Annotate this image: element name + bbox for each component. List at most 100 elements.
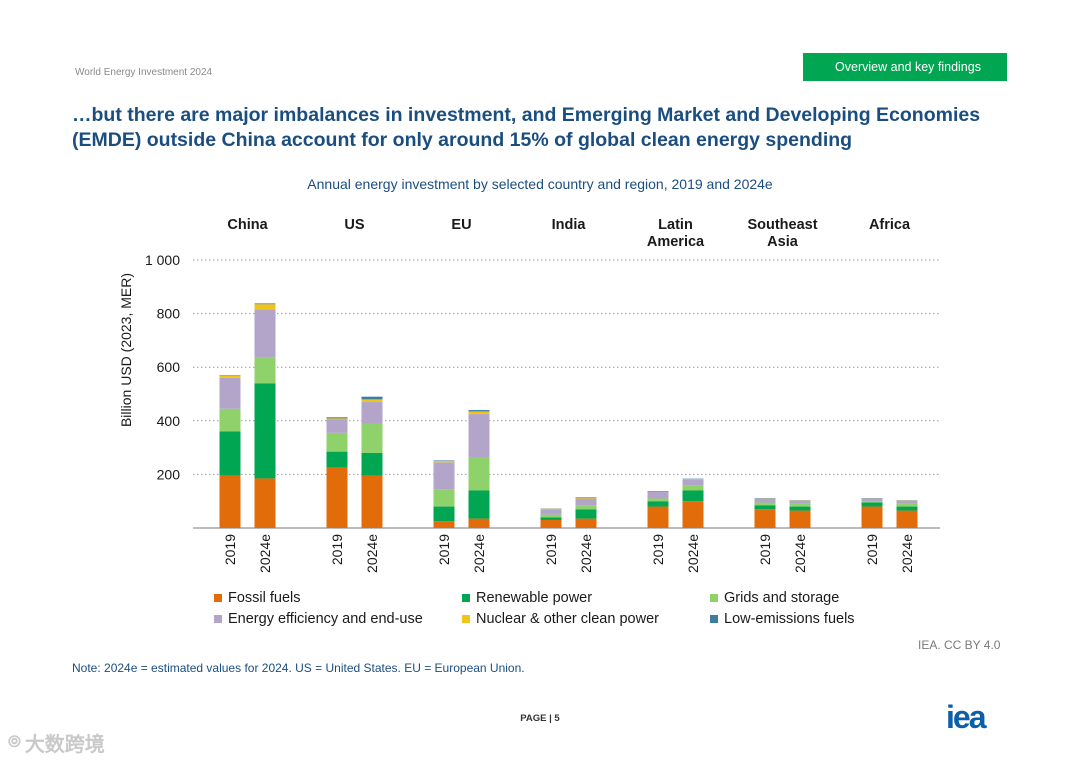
bar-segment <box>219 431 241 476</box>
y-tick-label: 1 000 <box>145 252 180 268</box>
legend-item: Nuclear & other clean power <box>462 611 659 627</box>
x-tick-label: 2019 <box>864 534 880 565</box>
bar-segment <box>540 514 562 518</box>
bar-segment <box>682 478 704 480</box>
iea-logo: iea <box>946 702 989 732</box>
bar-segment <box>896 500 918 504</box>
page-number: PAGE | 5 <box>520 713 560 724</box>
group-label: Africa <box>869 217 911 233</box>
watermark: ⦾ 大数跨境 <box>8 728 105 757</box>
bar-segment <box>254 304 276 310</box>
chart-title: Annual energy investment by selected cou… <box>307 176 773 192</box>
bar-segment <box>468 456 490 491</box>
bar-segment <box>861 498 883 502</box>
bar-segment <box>575 497 597 498</box>
legend-label: Low-emissions fuels <box>724 611 855 627</box>
bar-segment <box>861 501 883 503</box>
bar-segment <box>326 467 348 528</box>
stacked-bar-chart: 200 400 600 800 1 000 Billion USD (2023, MER)… <box>118 217 940 573</box>
bar-segment <box>896 510 918 528</box>
group-label: America <box>647 234 705 250</box>
bar-segment <box>254 478 276 528</box>
legend-swatch <box>462 615 470 623</box>
legend-item: Energy efficiency and end-use <box>214 611 423 627</box>
bar-segment <box>219 375 241 378</box>
legend-item: Low-emissions fuels <box>710 611 855 627</box>
legend-item: Grids and storage <box>710 590 839 606</box>
bar-segment <box>682 490 704 502</box>
bar-segment <box>682 501 704 528</box>
bar-segment <box>433 460 455 461</box>
legend-label: Nuclear & other clean power <box>476 611 659 627</box>
bar-segment <box>789 500 811 504</box>
group-label: Southeast <box>747 217 817 233</box>
bar-segment <box>647 506 669 528</box>
license-credit: IEA. CC BY 4.0 <box>918 638 1001 652</box>
bar-segment <box>575 498 597 506</box>
bar-segment <box>647 501 669 507</box>
group-label: China <box>227 217 268 233</box>
x-tick-label: 2024e <box>257 534 273 573</box>
page-number-value: 5 <box>554 713 560 724</box>
x-tick-label: 2024e <box>899 534 915 573</box>
x-tick-label: 2024e <box>471 534 487 573</box>
legend-swatch <box>710 615 718 623</box>
bar-segment <box>326 418 348 420</box>
group-label: India <box>552 217 587 233</box>
bar-segment <box>219 375 241 376</box>
bar-segment <box>326 451 348 468</box>
section-tag[interactable]: Overview and key findings <box>803 53 1007 81</box>
bar-segment <box>789 503 811 507</box>
legend-swatch <box>710 594 718 602</box>
bar-segment <box>468 411 490 415</box>
bar-segment <box>361 475 383 528</box>
bar-segment <box>540 517 562 520</box>
page-headline: …but there are major imbalances in inves… <box>72 104 981 151</box>
y-tick-label: 400 <box>157 413 181 429</box>
bar-segment <box>682 479 704 480</box>
x-tick-label: 2024e <box>792 534 808 573</box>
bar-segment <box>326 432 348 452</box>
bar-segment <box>540 509 562 515</box>
bar-segment <box>896 503 918 507</box>
x-tick-label: 2019 <box>543 534 559 565</box>
x-tick-label: 2024e <box>685 534 701 573</box>
bar-segment <box>219 408 241 432</box>
x-tick-label: 2019 <box>329 534 345 565</box>
legend-swatch <box>214 594 222 602</box>
x-tick-label: 2019 <box>436 534 452 565</box>
bar-segment <box>433 521 455 528</box>
legend-label: Energy efficiency and end-use <box>228 611 423 627</box>
bar-segment <box>219 475 241 528</box>
group-label: US <box>344 217 364 233</box>
bar-segment <box>754 509 776 528</box>
x-tick-label: 2019 <box>757 534 773 565</box>
legend-label: Renewable power <box>476 590 593 606</box>
bar-segment <box>468 414 490 457</box>
bar-segment <box>682 479 704 486</box>
bar-segment <box>647 491 669 492</box>
y-tick-label: 200 <box>157 466 181 482</box>
x-tick-label: 2019 <box>650 534 666 565</box>
bar-segment <box>468 490 490 519</box>
watermark-icon: ⦾ <box>8 733 21 751</box>
x-tick-label: 2024e <box>364 534 380 573</box>
y-tick-label: 600 <box>157 359 181 375</box>
bar-segment <box>361 423 383 453</box>
bar-segment <box>361 402 383 424</box>
chart-note: Note: 2024e = estimated values for 2024.… <box>72 661 525 675</box>
report-name: World Energy Investment 2024 <box>75 67 213 78</box>
y-tick-label: 800 <box>157 306 181 322</box>
bar-segment <box>254 383 276 479</box>
bar-segment <box>575 505 597 510</box>
legend-label: Grids and storage <box>724 590 840 606</box>
bar-segment <box>647 491 669 499</box>
legend-item: Renewable power <box>462 590 592 606</box>
legend-label: Fossil fuels <box>228 590 301 606</box>
page-prefix: PAGE <box>520 713 547 724</box>
bar-segment <box>575 509 597 519</box>
bar-segment <box>219 377 241 409</box>
bar-segment <box>896 506 918 511</box>
bar-segment <box>361 399 383 403</box>
group-label: EU <box>451 217 471 233</box>
